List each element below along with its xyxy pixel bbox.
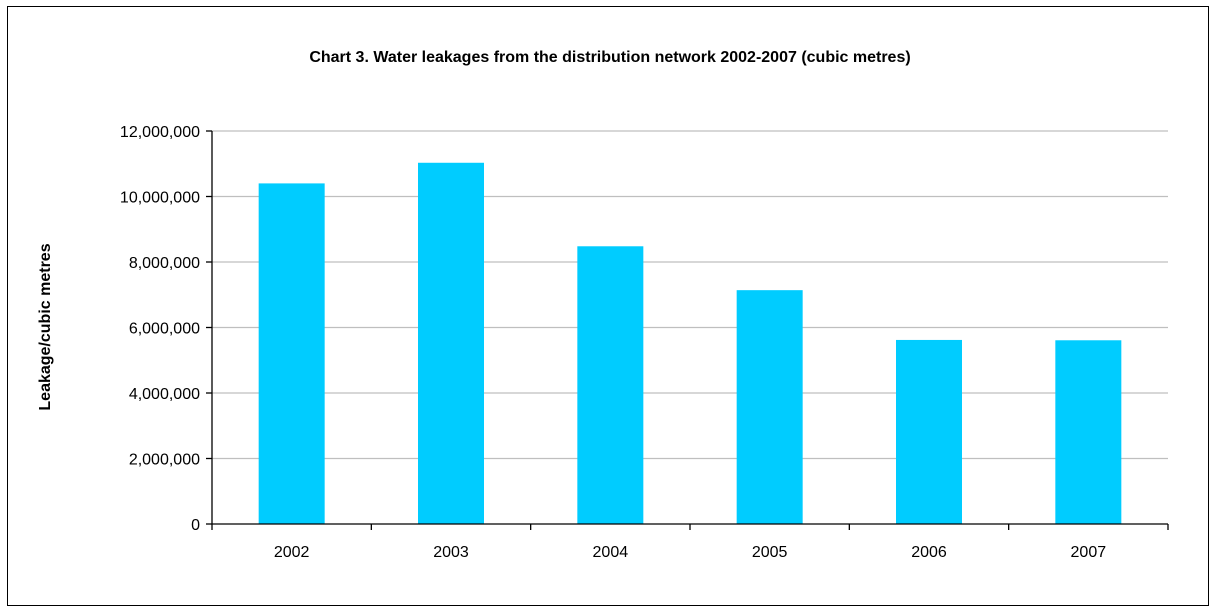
y-tick-label: 6,000,000 <box>129 321 200 338</box>
x-tick-label: 2005 <box>752 544 788 561</box>
y-tick-label: 10,000,000 <box>120 190 200 207</box>
y-axis-label: Leakage/cubic metres <box>37 243 54 410</box>
bar-2003 <box>418 162 484 524</box>
x-tick-label: 2004 <box>593 544 629 561</box>
x-tick-label: 2002 <box>274 544 310 561</box>
y-tick-label: 4,000,000 <box>129 386 200 403</box>
axes: 0 2,000,000 4,000,000 6,000,000 8,000,000 10,… <box>120 124 1169 561</box>
bar-2007 <box>1055 340 1122 524</box>
bar-2006 <box>896 339 962 524</box>
y-tick-label: 0 <box>191 517 200 534</box>
bar-2002 <box>258 183 325 524</box>
y-tick-label: 12,000,000 <box>120 124 200 141</box>
bar-2004 <box>577 246 644 524</box>
y-tick-label: 2,000,000 <box>129 452 200 469</box>
bars <box>258 162 1122 524</box>
x-tick-label: 2003 <box>433 544 469 561</box>
chart-title: Chart 3. Water leakages from the distrib… <box>309 49 910 66</box>
x-tick-label: 2006 <box>911 544 947 561</box>
gridlines <box>212 130 1168 460</box>
bar-2005 <box>736 290 803 524</box>
x-tick-label: 2007 <box>1071 544 1107 561</box>
y-tick-label: 8,000,000 <box>129 255 200 272</box>
